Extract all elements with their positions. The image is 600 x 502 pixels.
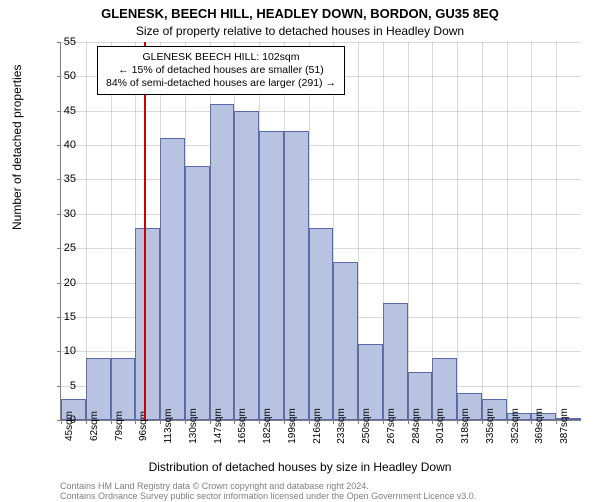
xtick-mark [358, 420, 359, 424]
xtick-mark [210, 420, 211, 424]
xtick-mark [457, 420, 458, 424]
xtick-label: 267sqm [386, 408, 397, 444]
xtick-mark [111, 420, 112, 424]
grid-line-v [432, 42, 433, 420]
ytick-label: 50 [46, 70, 76, 82]
grid-line-v [210, 42, 211, 420]
grid-line-h [61, 111, 581, 112]
xtick-label: 62sqm [89, 411, 100, 441]
xtick-mark [482, 420, 483, 424]
ytick-label: 15 [46, 311, 76, 323]
xtick-mark [160, 420, 161, 424]
xtick-mark [408, 420, 409, 424]
grid-line-v [482, 42, 483, 420]
chart-container: GLENESK, BEECH HILL, HEADLEY DOWN, BORDO… [0, 0, 600, 500]
xtick-label: 79sqm [114, 411, 125, 441]
grid-line-v [160, 42, 161, 420]
annotation-line-1: GLENESK BEECH HILL: 102sqm [106, 51, 336, 64]
plot-area: GLENESK BEECH HILL: 102sqm ← 15% of deta… [60, 42, 581, 421]
xtick-label: 335sqm [485, 408, 496, 444]
grid-line-h [61, 214, 581, 215]
histogram-bar [309, 228, 334, 420]
xtick-mark [135, 420, 136, 424]
xtick-mark [284, 420, 285, 424]
grid-line-v [507, 42, 508, 420]
y-axis-label: Number of detached properties [10, 65, 24, 230]
xtick-mark [333, 420, 334, 424]
footer-line-2: Contains Ordnance Survey public sector i… [60, 492, 476, 502]
ytick-label: 5 [46, 380, 76, 392]
grid-line-v [383, 42, 384, 420]
xtick-label: 318sqm [460, 408, 471, 444]
ytick-label: 40 [46, 139, 76, 151]
grid-line-v [284, 42, 285, 420]
xtick-label: 387sqm [559, 408, 570, 444]
grid-line-v [358, 42, 359, 420]
grid-line-v [531, 42, 532, 420]
histogram-bar [160, 138, 185, 420]
grid-line-h [61, 145, 581, 146]
histogram-bar [185, 166, 210, 420]
xtick-label: 301sqm [435, 408, 446, 444]
histogram-bar [210, 104, 235, 420]
xtick-label: 284sqm [411, 408, 422, 444]
ytick-label: 25 [46, 242, 76, 254]
histogram-bar [259, 131, 284, 420]
grid-line-v [86, 42, 87, 420]
xtick-label: 352sqm [510, 408, 521, 444]
grid-line-v [234, 42, 235, 420]
xtick-label: 165sqm [237, 408, 248, 444]
xtick-mark [259, 420, 260, 424]
grid-line-v [556, 42, 557, 420]
grid-line-v [309, 42, 310, 420]
grid-line-v [185, 42, 186, 420]
x-axis-label: Distribution of detached houses by size … [0, 460, 600, 474]
grid-line-v [408, 42, 409, 420]
ytick-label: 55 [46, 36, 76, 48]
grid-line-h [61, 42, 581, 43]
xtick-label: 199sqm [287, 408, 298, 444]
grid-line-v [333, 42, 334, 420]
xtick-mark [556, 420, 557, 424]
xtick-mark [383, 420, 384, 424]
xtick-mark [531, 420, 532, 424]
ytick-label: 30 [46, 208, 76, 220]
grid-line-h [61, 179, 581, 180]
grid-line-v [111, 42, 112, 420]
histogram-bar [234, 111, 259, 420]
xtick-mark [185, 420, 186, 424]
xtick-mark [432, 420, 433, 424]
reference-line [144, 42, 146, 420]
histogram-bar [383, 303, 408, 420]
xtick-mark [507, 420, 508, 424]
xtick-label: 369sqm [534, 408, 545, 444]
ytick-label: 0 [46, 414, 76, 426]
xtick-label: 233sqm [336, 408, 347, 444]
histogram-bar [135, 228, 160, 420]
chart-footer: Contains HM Land Registry data © Crown c… [60, 482, 476, 502]
histogram-bar [333, 262, 358, 420]
xtick-label: 182sqm [262, 408, 273, 444]
histogram-bar [284, 131, 309, 420]
ytick-label: 45 [46, 105, 76, 117]
xtick-mark [86, 420, 87, 424]
grid-line-v [457, 42, 458, 420]
chart-subtitle: Size of property relative to detached ho… [0, 24, 600, 38]
annotation-box: GLENESK BEECH HILL: 102sqm ← 15% of deta… [97, 46, 345, 95]
xtick-mark [234, 420, 235, 424]
ytick-label: 10 [46, 345, 76, 357]
annotation-line-2: ← 15% of detached houses are smaller (51… [106, 64, 336, 77]
grid-line-v [135, 42, 136, 420]
xtick-label: 130sqm [188, 408, 199, 444]
chart-title: GLENESK, BEECH HILL, HEADLEY DOWN, BORDO… [0, 6, 600, 21]
grid-line-v [259, 42, 260, 420]
annotation-line-3: 84% of semi-detached houses are larger (… [106, 77, 336, 90]
xtick-label: 216sqm [312, 408, 323, 444]
ytick-label: 35 [46, 173, 76, 185]
ytick-label: 20 [46, 277, 76, 289]
xtick-label: 250sqm [361, 408, 372, 444]
xtick-mark [309, 420, 310, 424]
xtick-label: 113sqm [163, 409, 174, 444]
xtick-label: 147sqm [213, 408, 224, 444]
